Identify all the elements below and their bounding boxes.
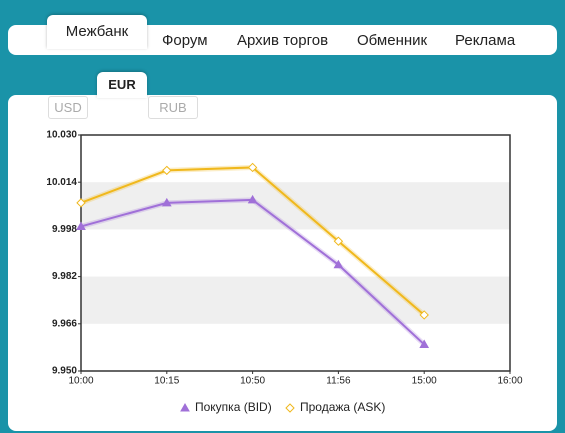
- y-tick-label: 9.982: [52, 271, 77, 282]
- marker: [419, 310, 429, 320]
- currency-tab[interactable]: USD: [48, 96, 88, 119]
- y-tick-label: 9.966: [52, 318, 77, 329]
- y-tick-label: 9.950: [52, 366, 77, 377]
- x-tick-label: 15:00: [412, 376, 437, 387]
- marker: [333, 236, 344, 246]
- currency-tab[interactable]: RUB: [148, 96, 198, 119]
- currency-tab[interactable]: EUR: [97, 72, 147, 98]
- nav-tab[interactable]: Обменник: [357, 32, 428, 49]
- marker: [161, 197, 172, 207]
- x-tick-label: 10:00: [68, 376, 93, 387]
- y-tick-label: 9.998: [52, 224, 77, 235]
- marker: [419, 339, 430, 348]
- grid-band: [81, 276, 510, 324]
- grid-bands: [81, 182, 510, 324]
- x-tick-label: 16:00: [497, 376, 522, 387]
- nav-tab[interactable]: Реклама: [455, 32, 516, 49]
- nav-tab[interactable]: Архив торгов: [237, 32, 329, 49]
- nav-tab[interactable]: Межбанк: [47, 15, 147, 49]
- legend-label: Продажа (ASK): [300, 400, 385, 414]
- chart-panel: [8, 95, 557, 431]
- marker: [285, 403, 295, 413]
- marker: [76, 221, 86, 230]
- y-tick-label: 10.014: [46, 177, 77, 188]
- x-tick-label: 10:15: [154, 376, 179, 387]
- marker: [162, 165, 172, 176]
- x-tick-label: 10:50: [240, 376, 265, 387]
- x-tick-label: 11:56: [326, 376, 351, 387]
- nav-tab[interactable]: Форум: [162, 32, 208, 49]
- plot-frame: [80, 134, 511, 372]
- marker: [247, 162, 258, 173]
- y-tick-label: 10.030: [46, 130, 77, 141]
- legend-label: Покупка (BID): [195, 400, 272, 414]
- marker: [180, 402, 190, 412]
- marker: [76, 198, 86, 208]
- marker: [247, 194, 258, 204]
- marker: [333, 259, 344, 269]
